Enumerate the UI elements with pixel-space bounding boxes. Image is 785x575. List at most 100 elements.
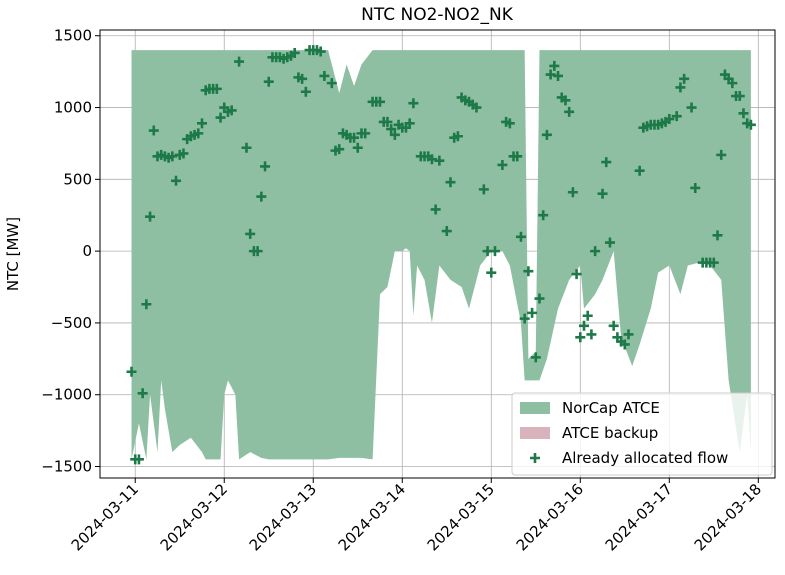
x-tick-label: 2024-03-11 xyxy=(68,480,142,554)
flow-marker xyxy=(686,102,697,113)
flow-marker xyxy=(541,129,552,140)
flow-marker xyxy=(708,257,719,268)
flow-marker xyxy=(215,112,226,123)
flow-marker xyxy=(534,293,545,304)
flow-marker xyxy=(289,47,300,58)
flow-marker xyxy=(426,154,437,165)
flow-marker xyxy=(300,86,311,97)
flow-marker xyxy=(623,329,634,340)
flow-marker xyxy=(441,226,452,237)
flow-marker xyxy=(471,102,482,113)
legend-swatch xyxy=(520,402,550,414)
legend-box xyxy=(511,392,773,476)
flow-marker xyxy=(386,124,397,135)
flow-marker xyxy=(512,151,523,162)
flow-marker xyxy=(148,125,159,136)
flow-marker xyxy=(430,204,441,215)
y-tick-label: 1500 xyxy=(54,27,92,45)
x-tick-label: 2024-03-14 xyxy=(335,480,409,554)
chart-title: NTC NO2-NO2_NK xyxy=(361,5,514,25)
flow-marker xyxy=(352,142,363,153)
y-tick-label: 500 xyxy=(63,170,92,188)
y-tick-label: 1000 xyxy=(54,99,92,117)
flow-marker xyxy=(504,118,515,129)
flow-marker xyxy=(196,118,207,129)
flow-marker xyxy=(319,70,330,81)
flow-marker xyxy=(604,237,615,248)
x-tick-label: 2024-03-18 xyxy=(691,480,765,554)
flow-marker xyxy=(519,313,530,324)
flow-marker xyxy=(597,188,608,199)
flow-marker xyxy=(671,111,682,122)
flow-marker xyxy=(545,69,556,80)
flow-marker xyxy=(608,320,619,331)
flow-marker xyxy=(245,228,256,239)
flow-marker xyxy=(315,46,326,57)
flow-marker xyxy=(141,299,152,310)
flow-marker xyxy=(145,211,156,222)
legend-swatch xyxy=(520,427,550,439)
x-tick-label: 2024-03-15 xyxy=(424,480,498,554)
flow-marker xyxy=(389,129,400,140)
flow-marker xyxy=(712,230,723,241)
atce-area xyxy=(131,50,751,460)
flow-marker xyxy=(553,70,564,81)
flow-marker xyxy=(334,144,345,155)
legend: NorCap ATCE ATCE backup Already allocated … xyxy=(511,392,773,476)
flow-marker xyxy=(560,95,571,106)
flow-marker xyxy=(434,155,445,166)
flow-marker xyxy=(664,114,675,125)
flow-marker xyxy=(564,106,575,117)
flow-marker xyxy=(716,149,727,160)
flow-marker xyxy=(404,118,415,129)
flow-marker xyxy=(167,151,178,162)
x-tick-label: 2024-03-16 xyxy=(513,480,587,554)
flow-marker xyxy=(575,332,586,343)
plot-data xyxy=(126,45,756,465)
legend-label: ATCE backup xyxy=(562,424,658,442)
flow-marker xyxy=(590,246,601,257)
flow-marker xyxy=(133,454,144,465)
flow-marker xyxy=(241,142,252,153)
flow-marker xyxy=(375,96,386,107)
flow-marker xyxy=(745,119,756,130)
flow-marker xyxy=(619,339,630,350)
flow-marker xyxy=(679,73,690,84)
flow-marker xyxy=(734,91,745,102)
flow-marker xyxy=(515,231,526,242)
flow-marker xyxy=(489,246,500,257)
flow-marker xyxy=(530,352,541,363)
flow-marker xyxy=(601,157,612,168)
flow-marker xyxy=(234,56,245,67)
flow-marker xyxy=(326,78,337,89)
flow-marker xyxy=(586,329,597,340)
flow-marker xyxy=(297,73,308,84)
y-tick-label: −1000 xyxy=(41,386,92,404)
flow-marker xyxy=(634,165,645,176)
flow-marker xyxy=(582,310,593,321)
flow-marker xyxy=(260,161,271,172)
flow-marker xyxy=(349,132,360,143)
x-tick-label: 2024-03-17 xyxy=(602,480,676,554)
flow-marker xyxy=(445,177,456,188)
y-axis-label: NTC [MW] xyxy=(4,217,22,291)
flow-marker xyxy=(571,269,582,280)
flow-marker xyxy=(523,266,534,277)
flow-marker xyxy=(527,307,538,318)
flow-marker xyxy=(497,159,508,170)
flow-marker xyxy=(727,78,738,89)
legend-label: NorCap ATCE xyxy=(562,399,660,417)
flow-marker xyxy=(126,366,137,377)
flow-marker xyxy=(738,108,749,119)
legend-marker xyxy=(530,453,540,463)
x-tick-label: 2024-03-12 xyxy=(157,480,231,554)
flow-marker xyxy=(452,131,463,142)
flow-marker xyxy=(690,182,701,193)
flow-marker xyxy=(382,116,393,127)
flow-marker xyxy=(193,128,204,139)
flow-marker xyxy=(263,76,274,87)
flow-marker xyxy=(360,128,371,139)
flow-marker xyxy=(408,98,419,109)
flow-marker xyxy=(486,267,497,278)
